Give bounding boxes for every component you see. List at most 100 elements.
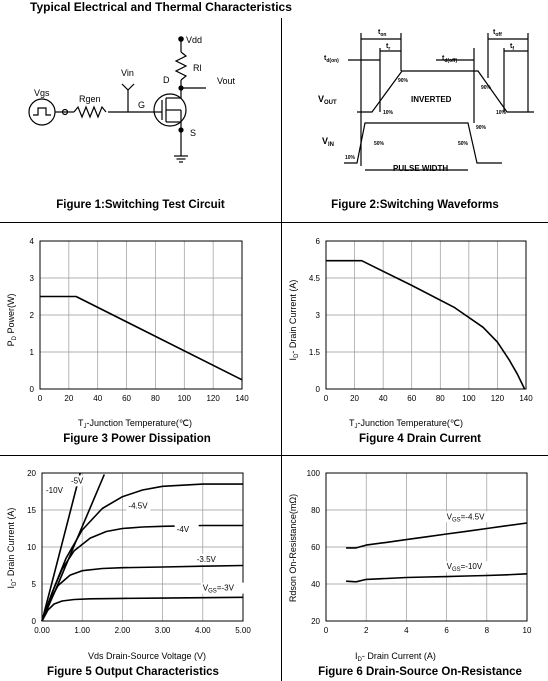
- fig4-ytick-label: 3: [316, 311, 321, 320]
- fig3-xtick-label: 0: [38, 394, 43, 403]
- fig3-ytick-label: 0: [30, 385, 35, 394]
- fig6-ytick-label: 80: [311, 506, 320, 515]
- fig6-ytick-label: 20: [311, 617, 320, 626]
- fig3-ytick-label: 1: [30, 348, 35, 357]
- fig4-xtick-label: 0: [324, 394, 329, 403]
- fig4-chart: 0 20 40 60 80 100 120 140 0 1.5 3 4.5 6 TJ-Junction T…: [288, 237, 533, 445]
- fig5-ytick-label: 5: [32, 580, 37, 589]
- fig3-xtick-label: 120: [206, 394, 220, 403]
- fig4-xtick-label: 60: [407, 394, 416, 403]
- p90-vin-label: 90%: [476, 125, 487, 131]
- fig5-series-line: [41, 524, 243, 622]
- vertical-divider: [281, 18, 282, 681]
- vgs-label: Vgs: [34, 88, 50, 98]
- fig4-title: Figure 4 Drain Current: [359, 433, 481, 445]
- fig5-ytick-label: 0: [32, 617, 37, 626]
- source-label: S: [190, 128, 196, 138]
- fig6-ytick-label: 40: [311, 580, 320, 589]
- fig6-xtick-label: 8: [485, 626, 490, 635]
- fig5-xlabel: Vds Drain-Source Voltage (V): [88, 651, 206, 661]
- tf-label: tf: [510, 43, 514, 52]
- fig6-legend-bg: [444, 511, 491, 523]
- fig3-xtick-label: 40: [93, 394, 102, 403]
- fig2-caption: Figure 2:Switching Waveforms: [331, 199, 499, 211]
- fig3-series-line: [40, 295, 243, 381]
- fig5-series-line: [41, 596, 244, 622]
- fig6-series-line: [346, 522, 528, 549]
- fig5-chart: 0.00 1.00 2.00 3.00 4.00 5.00 0 5 10 15 20 Vds Drai…: [6, 469, 251, 678]
- rl-label: Rl: [193, 63, 202, 73]
- fig6-ytick-label: 60: [311, 543, 320, 552]
- fig5-xtick-label: 1.00: [74, 626, 90, 635]
- vout-label: Vout: [217, 76, 236, 86]
- p90-left-label: 90%: [398, 78, 409, 84]
- fig5-ytick-label: 20: [27, 469, 36, 478]
- p10-vin-label: 10%: [345, 155, 356, 161]
- fig5-legend-bg: [126, 500, 151, 512]
- p90-right-label: 90%: [481, 85, 492, 91]
- fig5-xtick-label: 4.00: [195, 626, 211, 635]
- fig6-xtick-label: 4: [404, 626, 409, 635]
- fig6-legend-bg: [444, 561, 491, 573]
- fig4-ylabel-group: ID- Drain Current (A): [288, 280, 300, 361]
- fig6-xtick-label: 6: [444, 626, 449, 635]
- fig5-series-line: [41, 472, 81, 622]
- fig4-ytick-label: 4.5: [309, 274, 321, 283]
- vin-waveform-label: VIN: [322, 136, 334, 148]
- tdoff-label: td(off): [442, 55, 457, 64]
- p50-right-label: 50%: [458, 141, 469, 147]
- vout-waveform-label: VOUT: [318, 94, 337, 106]
- fig5-series-label: -4.5V: [128, 502, 148, 511]
- fig3-xtick-label: 140: [235, 394, 249, 403]
- toff-label: toff: [493, 29, 502, 38]
- fig5-xtick-label: 5.00: [235, 626, 251, 635]
- fig6-xtick-label: 0: [324, 626, 329, 635]
- fig6-ylabel-group: Rdson On-Resistance(mΩ): [288, 494, 298, 602]
- fig4-ytick-label: 0: [316, 385, 321, 394]
- fig5-legend-bg: [194, 553, 219, 565]
- fig5-legend-bg: [200, 582, 247, 594]
- horizontal-divider-top: [0, 222, 548, 223]
- fig4-ylabel: ID- Drain Current (A): [288, 280, 300, 361]
- fig4-series-line: [326, 259, 526, 390]
- drain-label: D: [163, 75, 170, 85]
- fig6-xtick-label: 10: [523, 626, 532, 635]
- fig6-title: Figure 6 Drain-Source On-Resistance: [318, 666, 522, 678]
- fig5-xtick-label: 3.00: [155, 626, 171, 635]
- fig4-xtick-label: 40: [379, 394, 388, 403]
- fig5-ylabel: ID- Drain Current (A): [6, 508, 18, 589]
- fig4-frame: [325, 240, 527, 390]
- switching-waveforms: ton tr td(on) td(off) toff tf VOUT VIN I…: [318, 29, 534, 173]
- switching-test-circuit: Vdd Rl Vout Vin Vgs Rgen G D S: [28, 35, 236, 163]
- fig3-ylabel: PD Power(W): [6, 294, 18, 347]
- fig5-frame: [41, 472, 244, 622]
- fig5-series-label: VGS=-3V: [203, 584, 235, 595]
- fig5-ytick-label: 15: [27, 506, 36, 515]
- fig3-xtick-label: 20: [64, 394, 73, 403]
- fig5-series-line: [41, 564, 244, 622]
- fig5-series-label: -4V: [177, 525, 190, 534]
- fig4-xtick-label: 100: [462, 394, 476, 403]
- fig4-ytick-label: 6: [316, 237, 321, 246]
- p10-left-label: 10%: [383, 110, 394, 116]
- fig6-chart: 0 2 4 6 8 10 20 40 60 80 100 ID- Drain Current (A) R…: [288, 469, 532, 678]
- inverted-label: INVERTED: [411, 95, 452, 104]
- rgen-label: Rgen: [79, 94, 101, 104]
- fig3-xtick-label: 100: [178, 394, 192, 403]
- gate-label: G: [138, 100, 145, 110]
- fig6-series-label: VGS=-4.5V: [447, 512, 485, 523]
- page-title: Typical Electrical and Thermal Character…: [30, 0, 292, 14]
- fig3-xlabel: TJ-Junction Temperature(℃): [78, 418, 192, 430]
- ton-label: ton: [378, 29, 386, 38]
- fig5-legend-bg: [68, 475, 93, 487]
- p50-left-label: 50%: [374, 141, 385, 147]
- fig6-xlabel: ID- Drain Current (A): [355, 651, 436, 663]
- fig6-series-line: [346, 573, 528, 583]
- horizontal-divider-middle: [0, 455, 548, 456]
- fig5-legend-bg: [44, 484, 69, 496]
- vdd-label: Vdd: [186, 35, 202, 45]
- fig5-series-label: -10V: [46, 486, 64, 495]
- fig1-caption: Figure 1:Switching Test Circuit: [56, 199, 225, 211]
- fig3-title: Figure 3 Power Dissipation: [63, 433, 211, 445]
